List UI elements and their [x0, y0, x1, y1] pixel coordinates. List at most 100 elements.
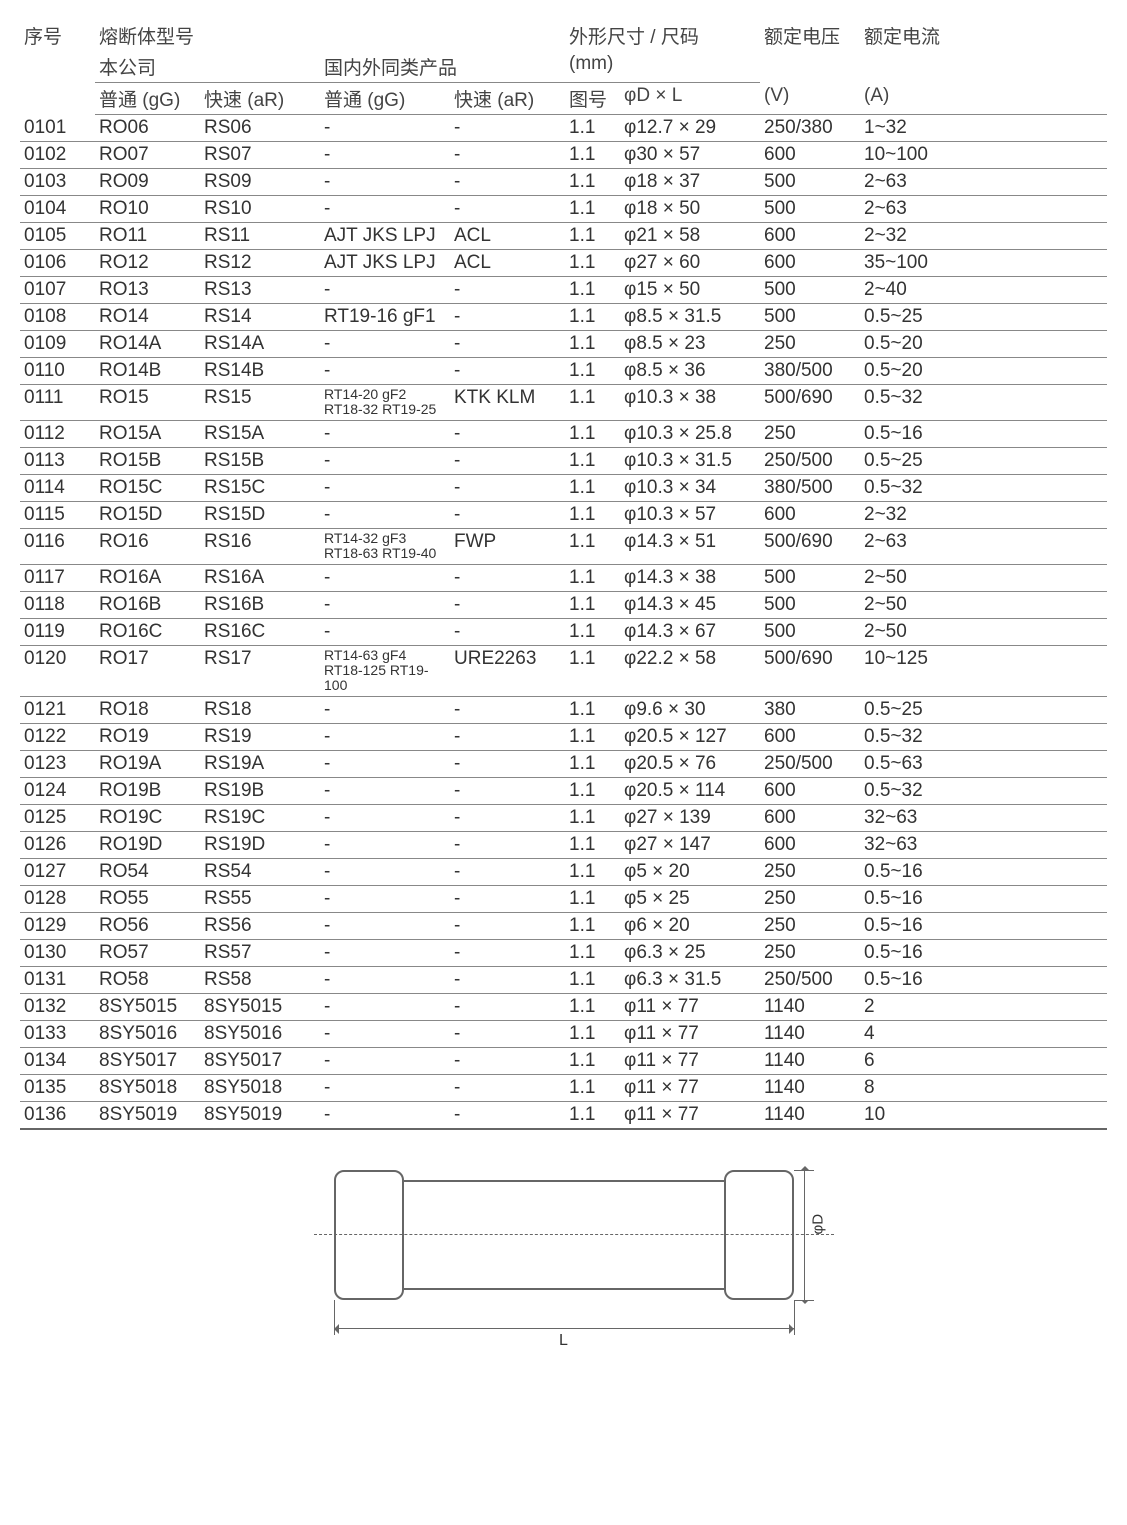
- cell-ar1: RS15B: [200, 447, 320, 474]
- cell-fig: 1.1: [565, 250, 620, 277]
- cell-fig: 1.1: [565, 858, 620, 885]
- cell-fig: 1.1: [565, 385, 620, 421]
- cell-ar2: -: [450, 169, 565, 196]
- cell-gg1: RO56: [95, 912, 200, 939]
- table-row: 01368SY50198SY5019--1.1φ11 × 77114010: [20, 1101, 1107, 1129]
- cell-fig: 1.1: [565, 777, 620, 804]
- cell-ar2: -: [450, 304, 565, 331]
- table-row: 0128RO55RS55--1.1φ5 × 252500.5~16: [20, 885, 1107, 912]
- cell-ar1: RS15: [200, 385, 320, 421]
- table-body: 0101RO06RS06--1.1φ12.7 × 29250/3801~32 01…: [20, 115, 1107, 1129]
- cell-a: 32~63: [860, 804, 1107, 831]
- cell-fig: 1.1: [565, 591, 620, 618]
- cell-gg1: RO06: [95, 115, 200, 142]
- cell-gg1: RO10: [95, 196, 200, 223]
- cell-dim: φ27 × 60: [620, 250, 760, 277]
- cell-dim: φ6.3 × 25: [620, 939, 760, 966]
- cell-gg1: RO16: [95, 528, 200, 564]
- cell-dim: φ11 × 77: [620, 1047, 760, 1074]
- cell-ar1: RS11: [200, 223, 320, 250]
- cell-gg1: RO15D: [95, 501, 200, 528]
- cell-ar2: -: [450, 831, 565, 858]
- cell-seq: 0128: [20, 885, 95, 912]
- cell-gg2: -: [320, 966, 450, 993]
- cell-seq: 0103: [20, 169, 95, 196]
- cell-a: 0.5~16: [860, 858, 1107, 885]
- cell-gg2: -: [320, 618, 450, 645]
- cell-seq: 0109: [20, 331, 95, 358]
- cell-ar1: RS09: [200, 169, 320, 196]
- cell-a: 4: [860, 1020, 1107, 1047]
- cell-gg1: RO19A: [95, 750, 200, 777]
- cell-ar1: RS13: [200, 277, 320, 304]
- table-row: 0109RO14ARS14A--1.1φ8.5 × 232500.5~20: [20, 331, 1107, 358]
- cell-gg2: -: [320, 831, 450, 858]
- cell-a: 2~50: [860, 564, 1107, 591]
- cell-seq: 0116: [20, 528, 95, 564]
- cell-a: 10~100: [860, 142, 1107, 169]
- cell-a: 8: [860, 1074, 1107, 1101]
- cell-gg1: RO17: [95, 645, 200, 696]
- cell-seq: 0135: [20, 1074, 95, 1101]
- cell-dim: φ15 × 50: [620, 277, 760, 304]
- cell-seq: 0110: [20, 358, 95, 385]
- cell-seq: 0117: [20, 564, 95, 591]
- cell-seq: 0122: [20, 723, 95, 750]
- cell-ar1: RS54: [200, 858, 320, 885]
- cell-seq: 0121: [20, 696, 95, 723]
- cell-a: 0.5~25: [860, 696, 1107, 723]
- cell-seq: 0132: [20, 993, 95, 1020]
- cell-a: 0.5~25: [860, 304, 1107, 331]
- cell-v: 500: [760, 196, 860, 223]
- cell-gg1: RO15C: [95, 474, 200, 501]
- cell-ar2: -: [450, 1101, 565, 1129]
- table-row: 0126RO19DRS19D--1.1φ27 × 14760032~63: [20, 831, 1107, 858]
- cell-seq: 0125: [20, 804, 95, 831]
- cell-seq: 0133: [20, 1020, 95, 1047]
- cell-v: 250: [760, 420, 860, 447]
- cell-dim: φ10.3 × 25.8: [620, 420, 760, 447]
- cell-v: 380: [760, 696, 860, 723]
- cell-seq: 0123: [20, 750, 95, 777]
- cell-fig: 1.1: [565, 939, 620, 966]
- header-gg1: 普通 (gG): [95, 83, 200, 115]
- cell-ar2: -: [450, 993, 565, 1020]
- table-row: 0131RO58RS58--1.1φ6.3 × 31.5250/5000.5~1…: [20, 966, 1107, 993]
- cell-ar2: -: [450, 885, 565, 912]
- cell-fig: 1.1: [565, 528, 620, 564]
- cell-ar2: ACL: [450, 223, 565, 250]
- header-size-unit: (mm): [565, 51, 760, 83]
- cell-ar1: RS12: [200, 250, 320, 277]
- table-row: 0105RO11RS11AJT JKS LPJACL1.1φ21 × 58600…: [20, 223, 1107, 250]
- cell-v: 250/500: [760, 750, 860, 777]
- header-domestic: 国内外同类产品: [320, 51, 565, 83]
- cell-gg2: -: [320, 804, 450, 831]
- cell-gg2: -: [320, 885, 450, 912]
- cell-seq: 0107: [20, 277, 95, 304]
- cell-v: 500: [760, 591, 860, 618]
- dimension-l-line: [334, 1328, 794, 1329]
- cell-ar1: RS16: [200, 528, 320, 564]
- table-row: 0101RO06RS06--1.1φ12.7 × 29250/3801~32: [20, 115, 1107, 142]
- cell-ar1: 8SY5017: [200, 1047, 320, 1074]
- cell-gg2: -: [320, 277, 450, 304]
- cell-ar1: RS14: [200, 304, 320, 331]
- cell-fig: 1.1: [565, 474, 620, 501]
- cell-gg1: RO07: [95, 142, 200, 169]
- cell-fig: 1.1: [565, 223, 620, 250]
- cell-fig: 1.1: [565, 447, 620, 474]
- cell-dim: φ11 × 77: [620, 1101, 760, 1129]
- cell-v: 1140: [760, 993, 860, 1020]
- cell-dim: φ18 × 50: [620, 196, 760, 223]
- cell-ar1: 8SY5016: [200, 1020, 320, 1047]
- cell-gg2: -: [320, 993, 450, 1020]
- cell-gg2: -: [320, 858, 450, 885]
- table-row: 0121RO18RS18--1.1φ9.6 × 303800.5~25: [20, 696, 1107, 723]
- cell-seq: 0104: [20, 196, 95, 223]
- cell-gg2: -: [320, 196, 450, 223]
- cell-ar1: RS16C: [200, 618, 320, 645]
- cell-gg2: -: [320, 777, 450, 804]
- cell-gg1: RO15B: [95, 447, 200, 474]
- cell-a: 6: [860, 1047, 1107, 1074]
- cell-ar2: -: [450, 750, 565, 777]
